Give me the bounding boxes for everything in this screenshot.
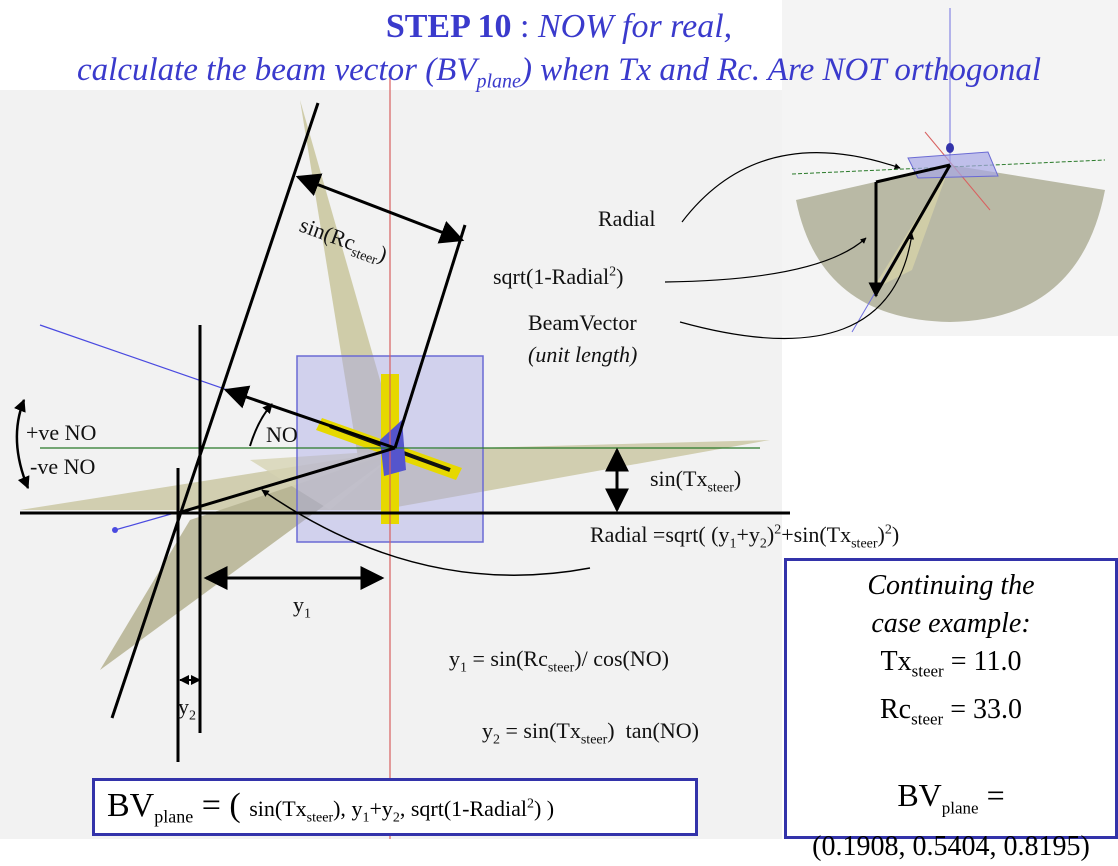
inset-plate — [907, 151, 999, 179]
step-label: STEP 10 — [385, 8, 512, 45]
bv-formula-box: BVplane = ( sin(Txsteer), y1+y2, sqrt(1-… — [92, 778, 698, 836]
radial-pointer — [261, 489, 591, 576]
y1-equation: y1 = sin(Rcsteer)/ cos(NO) — [449, 646, 669, 676]
radial-equation: Radial =sqrt( (y1+y2)2+sin(Txsteer)2) — [590, 522, 900, 552]
inset-beam-pointer — [679, 233, 915, 339]
y2-equation: y2 = sin(Txsteer) tan(NO) — [482, 718, 699, 748]
case-example-line1: Continuing the — [867, 570, 1035, 601]
beam-line-lower — [177, 446, 396, 515]
inset-radial-pointer — [681, 152, 901, 223]
title-line-1: STEP 10 : NOW for real, — [385, 8, 733, 45]
slanted-line-right — [393, 224, 467, 449]
inset-sqrt-label: sqrt(1-Radial2) — [493, 264, 624, 289]
sin-rc-arrow — [295, 173, 465, 244]
positive-no-label: +ve NO — [26, 420, 97, 445]
y2-label: y2 — [178, 694, 196, 724]
bv-plane-result-label: BVplane = — [897, 777, 1005, 818]
inset-unit-length-label: (unit length) — [528, 342, 638, 367]
ve-no-curved-arrow — [14, 398, 30, 490]
inset-radial — [875, 163, 951, 184]
case-example-line2: case example: — [871, 608, 1031, 639]
fan-inner — [250, 450, 400, 510]
negative-no-label: -ve NO — [30, 454, 96, 479]
inset-beamvector-label: BeamVector — [528, 310, 637, 335]
blue-dot — [112, 527, 118, 533]
title-line-2: calculate the beam vector (BVplane) when… — [77, 52, 1041, 93]
beam-arrow-upper — [223, 385, 396, 450]
rc-steer-value: Rcsteer = 33.0 — [880, 693, 1022, 729]
geometry-diagram — [0, 0, 1118, 839]
blue-line-lower — [114, 511, 179, 531]
bv-plane-result-vector: (0.1908, 0.5404, 0.8195) — [812, 830, 1090, 862]
no-angle-label: NO — [266, 422, 298, 447]
no-angle-arc — [249, 403, 273, 447]
inset-beam-vector — [874, 164, 952, 295]
case-example-box: Continuing the case example: Txsteer = 1… — [784, 558, 1118, 862]
y1-label: y1 — [293, 592, 311, 622]
inset-dot — [946, 143, 954, 153]
tx-steer-value: Txsteer = 11.0 — [880, 646, 1022, 681]
slanted-line-left — [110, 102, 320, 719]
sin-tx-label: sin(Txsteer) — [650, 466, 742, 496]
inset-radial-label: Radial — [598, 206, 656, 231]
inset-sqrt-pointer — [664, 237, 867, 283]
